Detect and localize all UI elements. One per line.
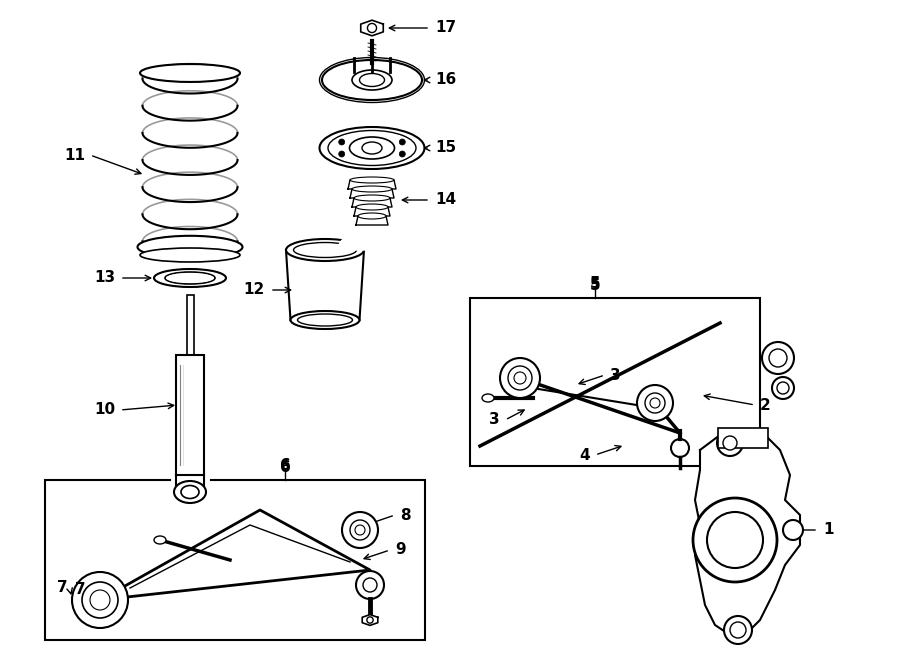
Polygon shape [286,250,364,320]
Ellipse shape [356,204,388,210]
Text: 6: 6 [280,459,291,475]
Circle shape [400,139,405,145]
Text: 5: 5 [590,276,600,290]
Ellipse shape [482,394,494,402]
Text: 15: 15 [435,141,456,155]
Ellipse shape [140,248,240,262]
Ellipse shape [138,236,242,258]
Ellipse shape [320,127,425,169]
Ellipse shape [154,269,226,287]
Circle shape [338,139,345,145]
Circle shape [82,582,118,618]
Ellipse shape [286,239,364,261]
Polygon shape [362,615,378,625]
Circle shape [350,520,370,540]
Ellipse shape [354,195,390,201]
Ellipse shape [165,272,215,284]
Circle shape [72,572,128,628]
Circle shape [355,525,365,535]
Text: 12: 12 [244,282,265,297]
Circle shape [637,385,673,421]
Circle shape [772,377,794,399]
Text: 3: 3 [610,368,621,383]
Circle shape [363,578,377,592]
Circle shape [730,622,746,638]
Circle shape [724,616,752,644]
Text: 4: 4 [580,447,590,463]
Polygon shape [350,189,394,198]
Bar [718,428,768,448]
Circle shape [707,512,763,568]
Ellipse shape [154,536,166,544]
Text: 7: 7 [75,582,86,598]
Text: 6: 6 [280,457,291,473]
Ellipse shape [291,311,359,329]
Text: 8: 8 [400,508,410,522]
Bar [470,298,760,466]
Circle shape [342,512,378,548]
Text: 11: 11 [64,147,85,163]
Ellipse shape [350,177,394,183]
Ellipse shape [349,137,394,159]
Text: 13: 13 [94,270,115,286]
Circle shape [508,366,532,390]
Text: 10: 10 [94,403,115,418]
Text: 3: 3 [490,412,500,428]
Polygon shape [100,510,370,600]
Ellipse shape [140,64,240,82]
Circle shape [762,342,794,374]
Text: 2: 2 [760,397,770,412]
Wedge shape [338,236,366,250]
Circle shape [671,439,689,457]
Circle shape [500,358,540,398]
Circle shape [514,372,526,384]
Text: 7: 7 [58,580,68,596]
Circle shape [717,430,743,456]
Circle shape [777,382,789,394]
Circle shape [693,498,777,582]
Text: 5: 5 [590,278,600,293]
Circle shape [338,151,345,157]
Polygon shape [356,216,388,225]
Bar [186,295,194,360]
Bar [176,355,204,475]
Circle shape [367,617,374,623]
Ellipse shape [352,70,392,90]
Polygon shape [361,20,383,36]
Circle shape [645,393,665,413]
Circle shape [723,436,737,450]
Ellipse shape [293,243,356,258]
Ellipse shape [352,186,392,192]
Text: 16: 16 [435,73,456,87]
Polygon shape [695,430,800,635]
Polygon shape [348,180,396,189]
Ellipse shape [174,481,206,503]
Circle shape [769,349,787,367]
Circle shape [356,571,384,599]
Text: 17: 17 [435,20,456,36]
Text: 9: 9 [395,543,406,557]
Ellipse shape [358,213,386,219]
Text: 14: 14 [435,192,456,208]
Polygon shape [352,198,392,207]
Circle shape [650,398,660,408]
Circle shape [400,151,405,157]
Ellipse shape [298,314,353,326]
Ellipse shape [322,60,422,100]
Ellipse shape [166,273,214,283]
Ellipse shape [328,130,416,165]
Ellipse shape [362,142,382,154]
Circle shape [783,520,803,540]
Ellipse shape [320,58,425,102]
Circle shape [90,590,110,610]
Text: 1: 1 [823,522,833,537]
Bar [45,480,425,640]
Polygon shape [354,207,390,216]
Ellipse shape [181,485,199,498]
Circle shape [367,23,376,32]
Ellipse shape [359,73,384,87]
